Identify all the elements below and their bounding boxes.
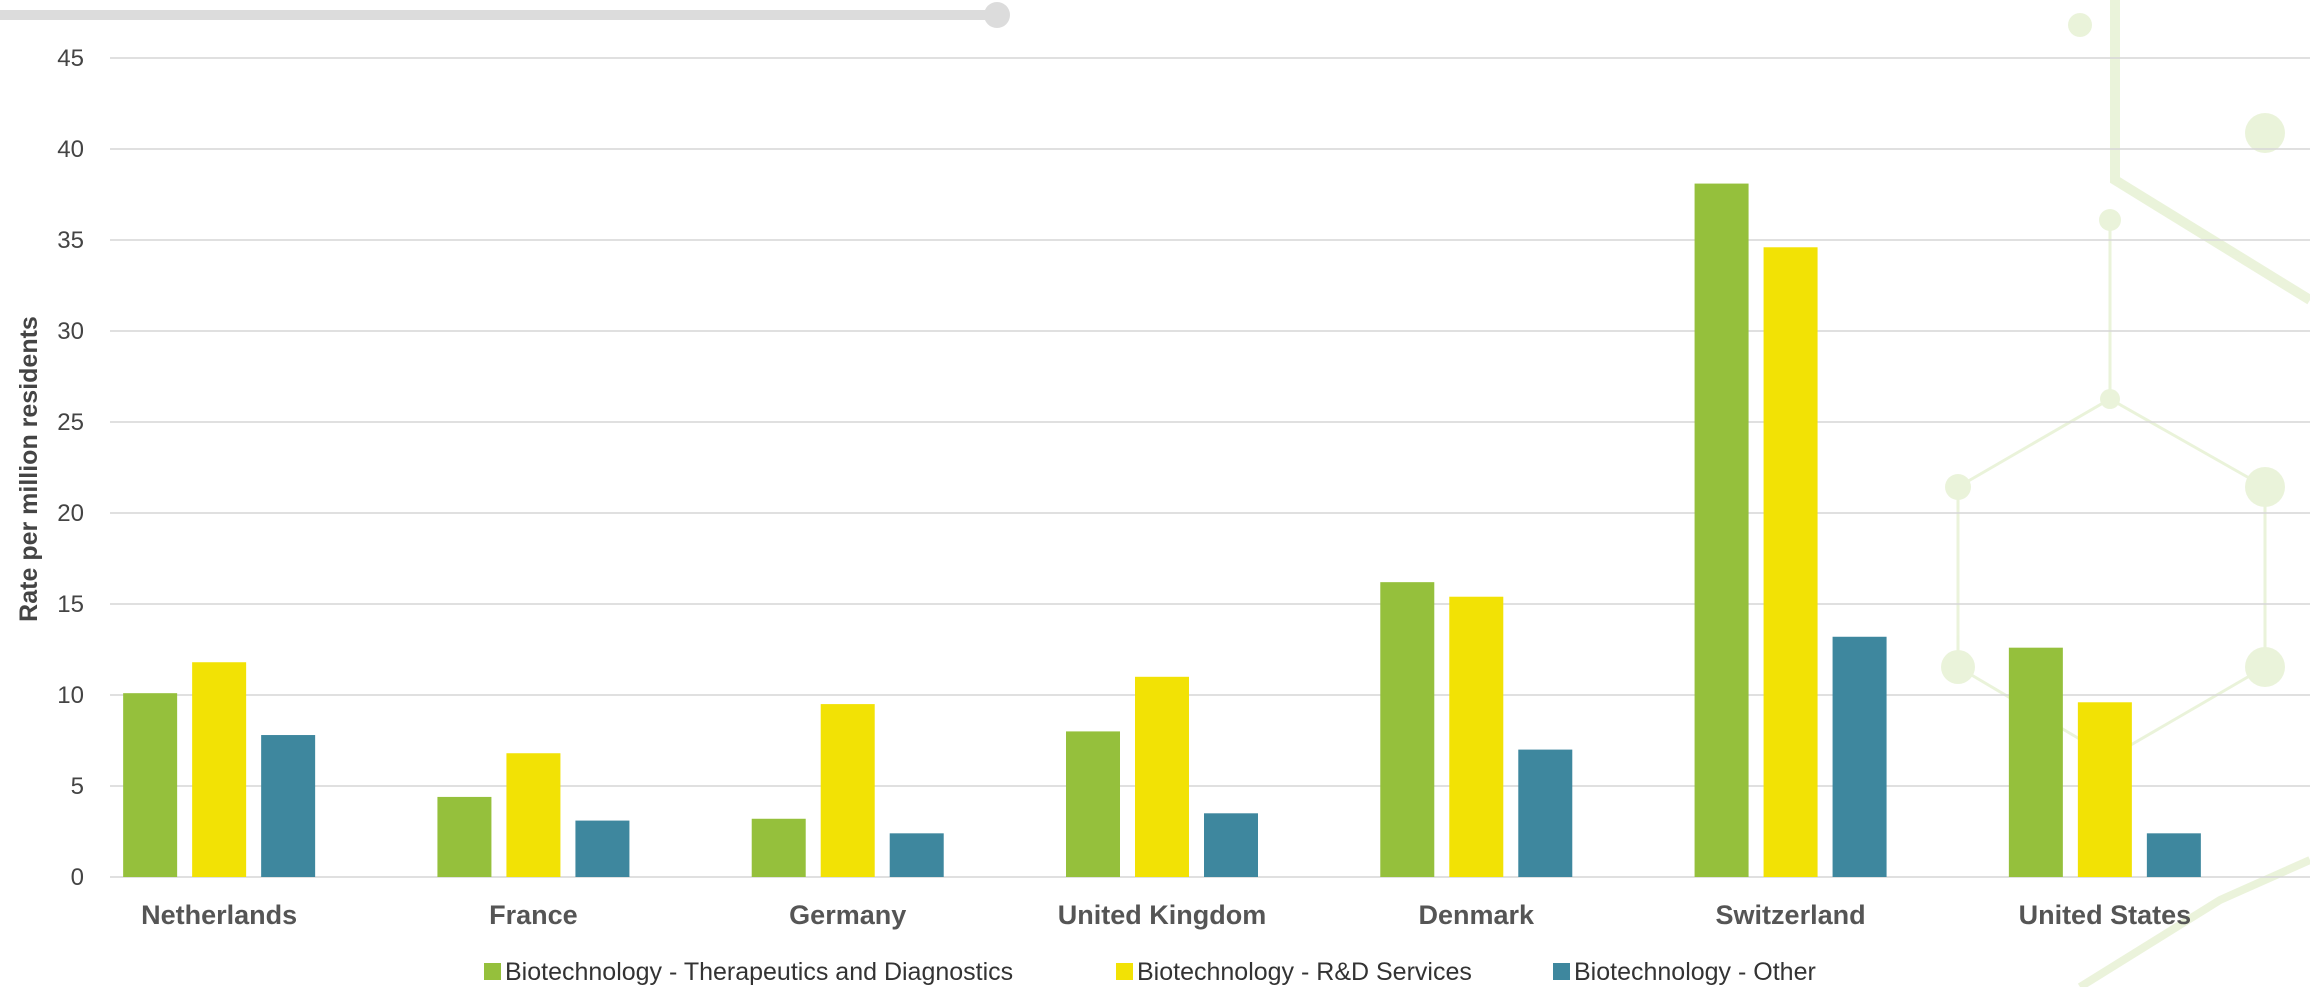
legend-label-2: Biotechnology - Other (1574, 958, 1816, 986)
bar-united-kingdom-series-1 (1135, 676, 1189, 877)
bar-denmark-series-1 (1449, 596, 1504, 877)
y-tick-label-20: 20 (57, 500, 84, 527)
legend: Biotechnology - Therapeutics and Diagnos… (484, 958, 1816, 986)
legend-item-1: Biotechnology - R&D Services (1116, 958, 1472, 986)
top-rule (0, 2, 1010, 28)
y-tick-label-5: 5 (71, 773, 84, 800)
bar-switzerland-series-0 (1694, 183, 1749, 877)
bar-united-states-series-2 (2146, 833, 2201, 877)
gridlines (110, 57, 2310, 878)
bar-united-kingdom-series-2 (1204, 813, 1258, 877)
y-tick-label-10: 10 (57, 682, 84, 709)
legend-swatch-2 (1553, 963, 1570, 980)
legend-swatch-1 (1116, 963, 1133, 980)
bar-germany-series-1 (820, 704, 875, 877)
bar-netherlands-series-1 (192, 662, 247, 877)
x-tick-label-france: France (489, 900, 578, 930)
bar-france-series-2 (575, 820, 630, 877)
y-tick-label-40: 40 (57, 136, 84, 163)
bar-united-states-series-1 (2077, 702, 2132, 877)
bar-germany-series-0 (751, 818, 806, 877)
bar-france-series-1 (506, 753, 561, 877)
y-axis-title: Rate per million residents (15, 316, 43, 622)
bar-united-kingdom-series-0 (1066, 731, 1120, 877)
legend-item-2: Biotechnology - Other (1553, 958, 1816, 986)
bar-switzerland-series-2 (1832, 636, 1887, 877)
bars (123, 183, 2201, 877)
bar-netherlands-series-0 (123, 693, 178, 877)
x-axis-category-labels: Netherlands France Germany United Kingdom De… (141, 900, 2191, 930)
bar-germany-series-2 (889, 833, 944, 877)
x-tick-label-switzerland: Switzerland (1716, 900, 1866, 930)
y-tick-label-15: 15 (57, 591, 84, 618)
x-tick-label-netherlands: Netherlands (141, 900, 297, 930)
bar-denmark-series-0 (1380, 582, 1435, 877)
y-tick-label-45: 45 (57, 45, 84, 72)
bar-france-series-0 (437, 796, 492, 877)
x-tick-label-denmark: Denmark (1419, 900, 1536, 930)
bar-netherlands-series-2 (261, 735, 316, 877)
bar-denmark-series-2 (1518, 749, 1573, 877)
y-tick-label-35: 35 (57, 227, 84, 254)
x-tick-label-united-kingdom: United Kingdom (1058, 900, 1266, 930)
y-tick-label-30: 30 (57, 318, 84, 345)
legend-swatch-0 (484, 963, 501, 980)
y-axis-ticks: 0 5 10 15 20 25 30 35 40 45 (57, 45, 84, 891)
x-tick-label-united-states: United States (2019, 900, 2192, 930)
bar-switzerland-series-1 (1763, 247, 1818, 877)
legend-label-0: Biotechnology - Therapeutics and Diagnos… (505, 958, 1013, 986)
legend-item-0: Biotechnology - Therapeutics and Diagnos… (484, 958, 1013, 986)
y-tick-label-25: 25 (57, 409, 84, 436)
x-tick-label-germany: Germany (789, 900, 906, 930)
legend-label-1: Biotechnology - R&D Services (1137, 958, 1472, 986)
bar-united-states-series-0 (2008, 647, 2063, 877)
y-tick-label-0: 0 (71, 864, 84, 891)
